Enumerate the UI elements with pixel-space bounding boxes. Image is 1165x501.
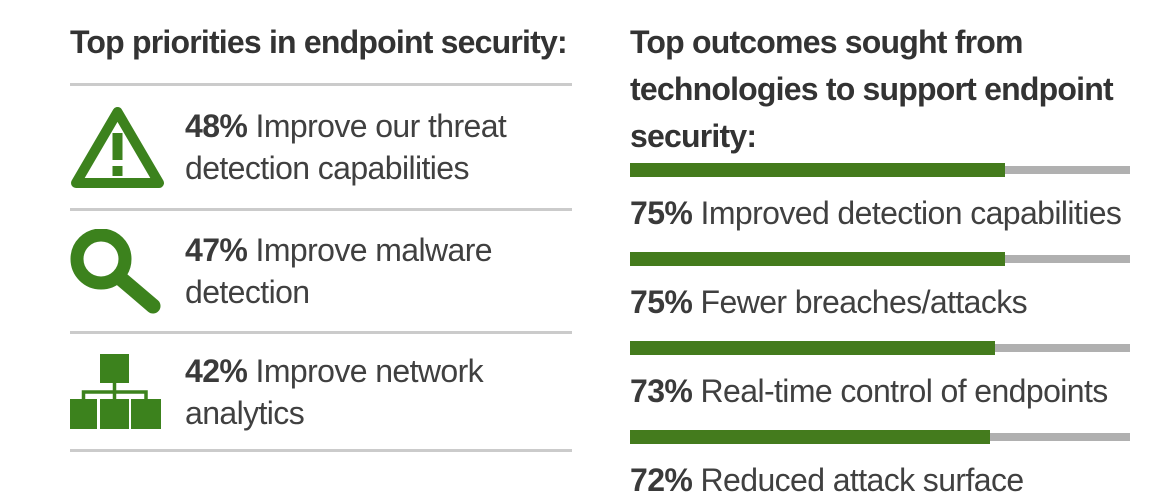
- item-label-line: detection: [185, 274, 310, 310]
- outcome-percent: 75%: [630, 284, 693, 320]
- item-icon: [70, 105, 185, 189]
- outcome-text: 72% Reduced attack surface: [630, 459, 1135, 501]
- item-label: Improve malware detection: [185, 232, 493, 310]
- item-text: 48% Improve our threat detection capabili…: [185, 105, 507, 189]
- item-percent: 47%: [185, 232, 248, 268]
- outcome-label: Reduced attack surface: [700, 462, 1025, 498]
- outcomes-title-line: security:: [630, 118, 757, 154]
- item-percent: 48%: [185, 108, 248, 144]
- org-chart-icon: [70, 354, 161, 429]
- outcomes-title: Top outcomes sought from technologies to …: [630, 19, 1135, 160]
- bar-fill: [630, 252, 1005, 266]
- priority-row: 47% Improve malware detection: [70, 208, 572, 331]
- outcome-text: 73% Real-time control of endpoints: [630, 370, 1135, 412]
- outcome-bar: [630, 252, 1130, 266]
- item-icon: [70, 354, 185, 429]
- outcome-row: 75% Improved detection capabilities: [630, 163, 1135, 234]
- item-label-line: Improve network: [255, 352, 484, 389]
- outcomes-list: 75% Improved detection capabilities 75% …: [630, 163, 1135, 501]
- outcome-bar: [630, 163, 1130, 177]
- priority-row: 48% Improve our threat detection capabili…: [70, 83, 572, 208]
- item-label: Improve network analytics: [185, 352, 484, 431]
- item-label-line: Improve our threat: [255, 108, 507, 144]
- outcome-bar: [630, 341, 1130, 355]
- bar-fill: [630, 163, 1005, 177]
- item-label-line: Improve malware: [255, 232, 493, 268]
- item-percent: 42%: [185, 352, 248, 389]
- outcome-text: 75% Improved detection capabilities: [630, 192, 1135, 234]
- outcome-percent: 73%: [630, 373, 693, 409]
- outcome-bar: [630, 430, 1130, 444]
- outcome-label: Real-time control of endpoints: [700, 373, 1109, 409]
- warning-triangle-icon: [71, 107, 164, 188]
- item-icon: [70, 228, 185, 314]
- outcomes-panel: Top outcomes sought from technologies to …: [630, 0, 1135, 501]
- priorities-title: Top priorities in endpoint security:: [70, 24, 568, 60]
- outcome-row: 73% Real-time control of endpoints: [630, 341, 1135, 412]
- outcome-percent: 75%: [630, 195, 693, 231]
- priorities-list: 48% Improve our threat detection capabili…: [70, 83, 572, 452]
- bar-fill: [630, 430, 990, 444]
- outcome-label: Fewer breaches/attacks: [700, 284, 1028, 320]
- outcome-row: 75% Fewer breaches/attacks: [630, 252, 1135, 323]
- outcomes-title-line: technologies to support endpoint: [630, 71, 1114, 107]
- priority-row: 42% Improve network analytics: [70, 331, 572, 449]
- outcome-label: Improved detection capabilities: [700, 195, 1122, 231]
- outcome-row: 72% Reduced attack surface: [630, 430, 1135, 501]
- priorities-panel: Top priorities in endpoint security: 48%…: [70, 0, 572, 501]
- bar-fill: [630, 341, 995, 355]
- item-text: 47% Improve malware detection: [185, 229, 493, 313]
- item-label-line: detection capabilities: [185, 150, 469, 186]
- item-label: Improve our threat detection capabilities: [185, 108, 507, 186]
- outcomes-title-line: Top outcomes sought from: [630, 24, 1023, 60]
- outcome-text: 75% Fewer breaches/attacks: [630, 281, 1135, 323]
- magnifier-icon: [70, 228, 161, 313]
- item-text: 42% Improve network analytics: [185, 350, 484, 434]
- item-label-line: analytics: [185, 394, 305, 431]
- outcome-percent: 72%: [630, 462, 693, 498]
